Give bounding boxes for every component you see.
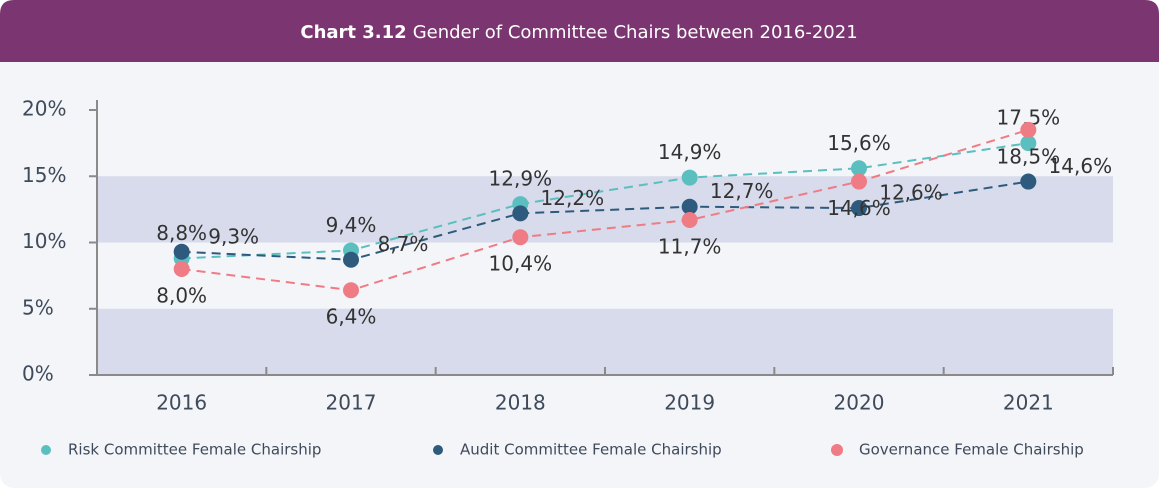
legend-label: Audit Committee Female Chairship [460, 441, 722, 459]
data-point [681, 198, 698, 215]
y-tick-label: 15% [22, 163, 66, 187]
data-label: 12,2% [541, 186, 605, 210]
grid-band [97, 308, 1113, 375]
data-label: 6,4% [326, 305, 377, 329]
data-point [343, 282, 359, 299]
x-tick-label: 2019 [664, 391, 715, 415]
data-label: 10,4% [489, 252, 553, 276]
x-tick-label: 2021 [1003, 391, 1054, 415]
x-tick-label: 2018 [495, 391, 546, 415]
data-point [681, 211, 698, 228]
grid-band [97, 176, 1113, 243]
data-point [851, 160, 867, 177]
data-point [512, 205, 529, 222]
legend-swatch [41, 445, 51, 455]
y-tick-label: 5% [22, 295, 54, 319]
x-tick-label: 2020 [834, 391, 885, 415]
data-label: 14,6% [827, 196, 891, 220]
x-tick-label: 2017 [326, 391, 377, 415]
data-point [851, 200, 867, 217]
data-point [512, 229, 529, 246]
legend-swatch [433, 445, 443, 455]
data-point [343, 251, 359, 268]
x-tick-label: 2016 [156, 391, 207, 415]
y-tick-label: 0% [22, 362, 54, 386]
data-label: 12,9% [489, 167, 553, 191]
legend-label: Governance Female Chairship [859, 441, 1084, 459]
data-point [173, 243, 190, 260]
data-label: 15,6% [827, 131, 891, 155]
legend-item: Governance Female Chairship [831, 441, 1084, 459]
y-tick-label: 20% [22, 97, 66, 121]
legend-swatch [831, 444, 843, 456]
legend-item: Audit Committee Female Chairship [433, 441, 722, 459]
title-text: Gender of Committee Chairs between 2016-… [413, 22, 858, 43]
legend-label: Risk Committee Female Chairship [68, 441, 321, 459]
data-label: 14,9% [658, 140, 722, 164]
title-label: Chart 3.12 [300, 22, 406, 43]
series-line [181, 128, 1029, 292]
y-tick-label: 10% [22, 229, 66, 253]
data-point [1020, 173, 1037, 190]
data-label: 9,4% [326, 213, 377, 237]
data-label: 8,8% [156, 221, 207, 245]
data-point [173, 261, 190, 277]
data-label: 14,6% [1049, 154, 1113, 178]
data-label: 12,6% [879, 181, 943, 205]
legend-item: Risk Committee Female Chairship [41, 441, 321, 459]
series-line [181, 142, 1029, 260]
data-label: 18,5% [997, 144, 1061, 168]
data-point [1020, 121, 1037, 138]
data-label: 8,0% [156, 284, 207, 308]
data-point [681, 169, 698, 186]
data-label: 8,7% [378, 232, 429, 256]
data-label: 9,3% [208, 224, 259, 248]
data-label: 12,7% [710, 179, 774, 203]
chart-title: Chart 3.12 Gender of Committee Chairs bet… [300, 22, 857, 43]
header-bar [0, 0, 1159, 62]
data-point [851, 173, 867, 190]
series-line [181, 180, 1029, 261]
data-point [1020, 135, 1037, 152]
data-label: 11,7% [658, 234, 722, 258]
